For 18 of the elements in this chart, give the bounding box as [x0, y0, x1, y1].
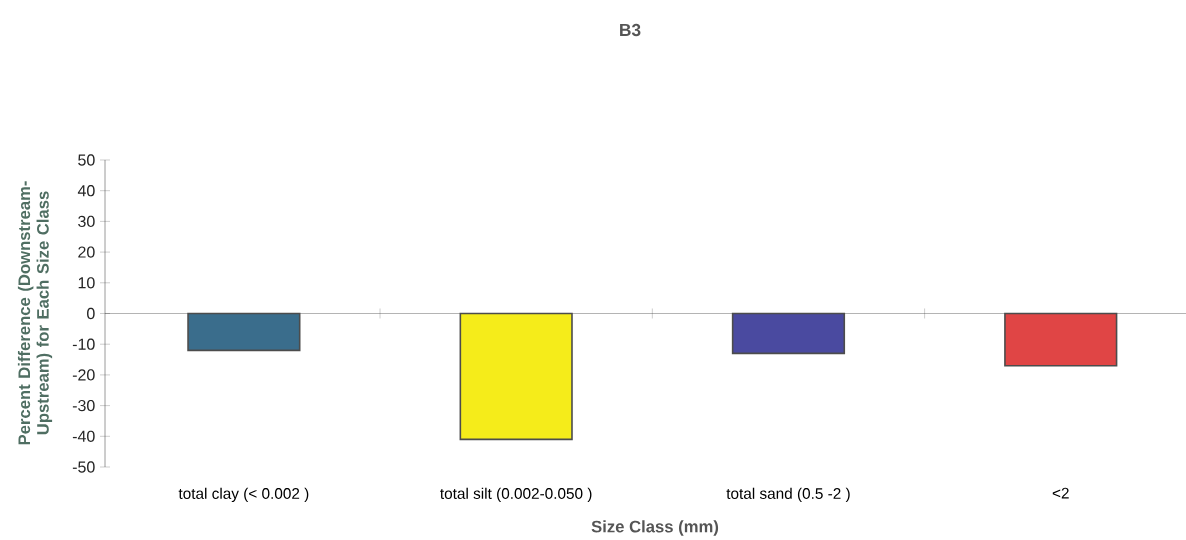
chart-title: B3 [620, 23, 641, 37]
y-axis-title: Percent Difference (Downstream-Upstream) for Each Size Class [17, 181, 53, 445]
x-tick-label: total clay (< 0.002 ) [178, 487, 309, 502]
y-tick-label: 0 [87, 307, 95, 320]
x-tick-label: <2 [1052, 487, 1069, 499]
y-tick-label: 10 [78, 277, 95, 289]
y-tick-label: -20 [72, 369, 95, 381]
x-axis-title: Size Class (mm) [591, 520, 719, 536]
y-tick-label: 30 [78, 215, 95, 228]
y-tick-label: -40 [72, 430, 95, 442]
x-tick-label: total silt (0.002-0.050 ) [440, 487, 592, 502]
y-tick-label: -30 [72, 399, 95, 412]
y-tick-label: 50 [78, 154, 95, 166]
x-tick-label: total sand (0.5 -2 ) [726, 487, 850, 502]
y-tick-label: 20 [78, 246, 95, 258]
y-tick-label: -10 [72, 338, 95, 350]
y-tick-label: 40 [77, 185, 95, 197]
y-tick-label: -50 [72, 461, 95, 473]
